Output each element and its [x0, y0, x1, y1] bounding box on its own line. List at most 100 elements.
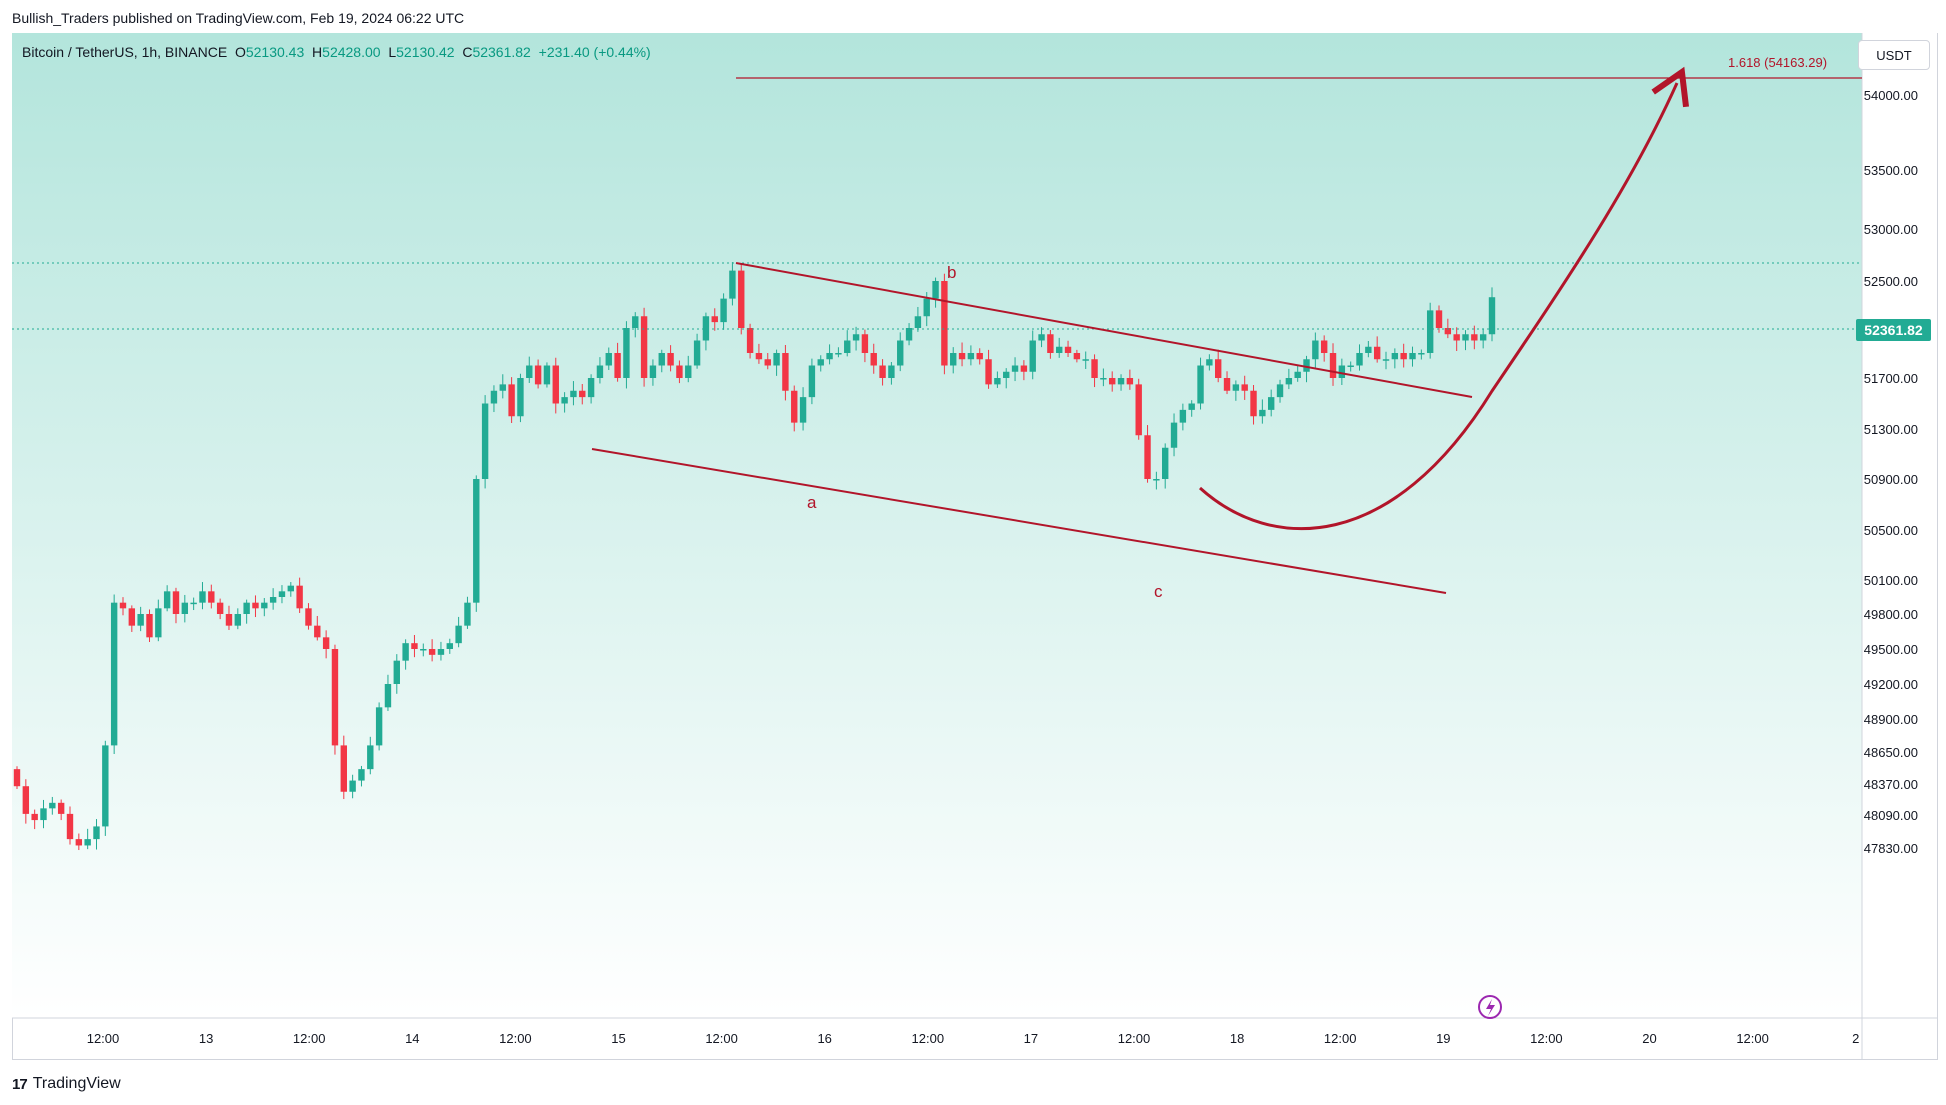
candle-body [1206, 359, 1213, 366]
candle-body [252, 602, 259, 609]
candle-body [897, 340, 904, 366]
candle-body [517, 378, 524, 417]
candle-body [729, 270, 736, 299]
candle-body [66, 813, 74, 840]
candle-body [446, 643, 453, 649]
candle-body [1426, 310, 1434, 353]
candle-body [1109, 378, 1116, 385]
candle-body [455, 625, 462, 644]
annotations: a b c [12, 66, 1862, 1019]
candle-body [1056, 346, 1063, 353]
candle-body [278, 591, 286, 597]
candle-body [172, 591, 180, 614]
candle-body [1444, 328, 1452, 335]
candle-body [358, 769, 365, 781]
candle-body [314, 625, 321, 638]
x-tick-label: 18 [1230, 1031, 1244, 1046]
candle-body [322, 637, 330, 649]
candle-body [331, 649, 339, 746]
candle-body [1179, 409, 1187, 423]
candle-body [914, 316, 922, 328]
low-value: 52130.42 [396, 44, 455, 60]
footer: 17 TradingView [12, 1075, 121, 1093]
candle-body [1020, 365, 1028, 372]
candle-body [1356, 353, 1363, 366]
channel-upper-line [735, 262, 1473, 398]
candle-body [181, 602, 189, 614]
candle-body [746, 328, 754, 353]
currency-button[interactable]: USDT [1858, 40, 1930, 70]
footer-brand[interactable]: TradingView [32, 1075, 121, 1092]
candle-body [1144, 435, 1151, 479]
candle-body [1382, 359, 1390, 361]
candle-body [649, 365, 657, 378]
candle-body [1047, 334, 1054, 353]
candle-body [570, 390, 577, 398]
candle-body [667, 353, 674, 366]
candle-body [163, 591, 171, 609]
candle-body [587, 378, 595, 398]
y-tick-label: 51300.00 [1864, 422, 1918, 437]
ohlc-legend: Bitcoin / TetherUS, 1h, BINANCE O52130.4… [22, 44, 651, 60]
candle-body [402, 643, 409, 661]
x-axis-ticks: 12:00 13 12:00 14 12:00 15 12:00 16 12:00 17 12:00… [87, 1031, 1860, 1046]
candle-body [1073, 353, 1081, 360]
last-price-tag: 52361.82 [1856, 319, 1931, 341]
candle-body [349, 780, 356, 792]
candle-body [75, 839, 83, 846]
candle-body [93, 826, 100, 840]
wave-label-a: a [807, 493, 817, 512]
x-tick-label: 14 [405, 1031, 419, 1046]
candle-body [57, 802, 65, 814]
candle-body [1223, 378, 1231, 391]
candle-body [146, 614, 153, 638]
y-tick-label: 50100.00 [1864, 573, 1918, 588]
candle-body [755, 353, 763, 360]
candle-body [791, 390, 798, 423]
candle-body [543, 365, 551, 385]
close-value: 52361.82 [472, 44, 531, 60]
publisher-line: Bullish_Traders published on TradingView… [12, 10, 465, 26]
candle-body [411, 643, 418, 649]
candle-body [1285, 378, 1293, 385]
candle-body [119, 602, 127, 609]
candle-body [826, 353, 833, 360]
candle-body [155, 608, 162, 638]
x-tick-label: 19 [1436, 1031, 1450, 1046]
candle-body [420, 649, 427, 651]
candle-body [1082, 359, 1089, 361]
candle-body [1126, 378, 1134, 385]
candle-body [234, 614, 242, 626]
price-chart[interactable]: 54000.0053500.0053000.0052500.0052100.00… [12, 33, 1938, 1060]
candle-body [1400, 353, 1407, 360]
candle-body [110, 602, 118, 746]
candle-body [1373, 346, 1381, 360]
candle-body [799, 397, 807, 423]
candle-body [287, 585, 295, 592]
x-tick-label: 12:00 [87, 1031, 120, 1046]
x-tick-label: 12:00 [1118, 1031, 1151, 1046]
x-tick-label: 12:00 [1324, 1031, 1357, 1046]
candle-body [1003, 371, 1010, 378]
candle-body [437, 649, 445, 655]
candle-body [22, 786, 30, 814]
lightning-icon [1478, 995, 1502, 1019]
candle-body [738, 270, 745, 328]
candle-body [1011, 365, 1019, 372]
candle-body [1214, 359, 1222, 378]
fib-level-label: 1.618 (54163.29) [1728, 55, 1828, 70]
candle-body [137, 614, 144, 626]
wave-label-c: c [1154, 582, 1163, 601]
candle-body [1471, 334, 1478, 341]
x-tick-label: 2 [1852, 1031, 1859, 1046]
candle-body [208, 591, 215, 603]
candle-body [393, 660, 400, 684]
y-tick-label: 48370.00 [1864, 777, 1918, 792]
y-tick-label: 48650.00 [1864, 745, 1918, 760]
candle-body [941, 281, 948, 366]
candle-body [1197, 365, 1204, 404]
y-tick-label: 50900.00 [1864, 472, 1918, 487]
candle-body [384, 684, 392, 708]
candle-body [269, 597, 277, 603]
candle-body [640, 316, 648, 378]
